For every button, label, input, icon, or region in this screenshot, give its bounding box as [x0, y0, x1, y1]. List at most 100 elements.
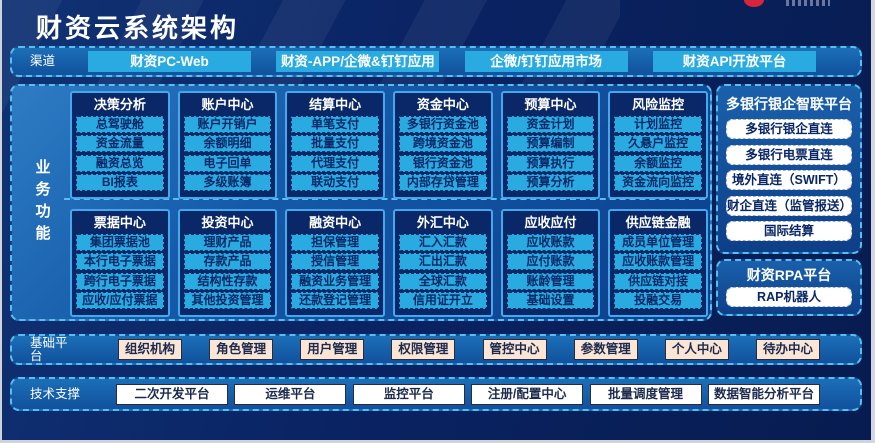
module-item: 代理支付 [291, 154, 379, 172]
base-platform-button: 用户管理 [300, 339, 365, 360]
module-item-list: 担保管理 授信管理 融资业务管理 还款登记管理 [291, 232, 379, 311]
module-item: 结构性存款 [183, 272, 272, 290]
module-item: 预算执行 [506, 154, 595, 172]
module-box: 外汇中心 汇入汇款 汇出汇款 全球汇款 信用证开立 [392, 209, 493, 317]
module-item-list: 多银行资金池 跨境资金池 银行资金池 内部存贷管理 [398, 114, 487, 193]
module-title: 外汇中心 [416, 215, 469, 230]
module-box: 预算中心 资金计划 预算编制 预算执行 预算分析 [500, 91, 601, 199]
module-item: 投融交易 [614, 291, 702, 309]
module-box: 账户中心 账户开销户 余额明细 电子回单 多级账簿 [177, 91, 278, 199]
module-item: 久悬户监控 [614, 135, 702, 153]
tech-support-row: 技术支撑 二次开发平台 运维平台 监控平台 注册/配置中心 批量调度管理 数据智能分析平台 [10, 377, 862, 411]
module-item: 总驾驶舱 [76, 116, 164, 134]
module-item: 联动支付 [291, 173, 379, 191]
bank-connect-item: 国际结算 [726, 221, 852, 242]
channels-label: 渠道 [30, 54, 56, 68]
module-item-list: 总驾驶舱 资金流量 融资总览 BI报表 [76, 114, 164, 193]
module-item: 担保管理 [291, 234, 379, 252]
module-item-list: 汇入汇款 汇出汇款 全球汇款 信用证开立 [398, 232, 487, 311]
module-item: 多银行资金池 [398, 116, 487, 134]
module-item-list: 集团票据池 本行电子票据 跨行电子票据 应收/应付票据 [76, 232, 164, 311]
module-item: 集团票据池 [76, 234, 164, 252]
channel-button: 财资-APP/企微&钉钉应用 [276, 51, 440, 72]
module-item: 预算编制 [506, 135, 595, 153]
module-item: 全球汇款 [398, 272, 487, 290]
module-item: 供应链对接 [614, 272, 702, 290]
module-item-list: 资金计划 预算编制 预算执行 预算分析 [506, 114, 595, 193]
channel-button: 企微/钉钉应用市场 [464, 51, 628, 72]
module-item-list: 账户开销户 余额明细 电子回单 多级账簿 [183, 114, 272, 193]
channel-button: 财资API开放平台 [652, 51, 816, 72]
base-platform-row: 基础平台 组织机构 角色管理 用户管理 权限管理 管控中心 参数管理 个人中心 待办中心 [10, 334, 862, 365]
module-item: 其他投资管理 [183, 291, 272, 309]
module-title: 风险监控 [632, 97, 685, 112]
module-item: 汇入汇款 [398, 234, 487, 252]
module-item: BI报表 [76, 173, 164, 191]
module-item-list: 应收账款 应付账款 账龄管理 基础设置 [506, 232, 595, 311]
module-item-list: 计划监控 久悬户监控 余额监控 资金流向监控 [614, 114, 702, 193]
tech-support-button-group: 二次开发平台 运维平台 监控平台 注册/配置中心 批量调度管理 数据智能分析平台 [116, 383, 820, 405]
tech-support-button: 运维平台 [234, 383, 347, 405]
module-item: 应付账款 [506, 253, 595, 271]
module-grid: 决策分析 总驾驶舱 资金流量 融资总览 BI报表 账户中心 账户开销户 余额明细 电子回单… [70, 91, 708, 317]
base-platform-button: 组织机构 [118, 339, 182, 360]
module-item: 单笔支付 [291, 116, 379, 134]
tech-support-button: 监控平台 [352, 383, 465, 405]
module-item: 账户开销户 [183, 116, 272, 134]
brand-logo-text-fragment [786, 0, 830, 6]
base-platform-button: 权限管理 [391, 339, 456, 360]
module-item: 汇出汇款 [398, 253, 487, 271]
bank-connect-item: 财企直连（监管报送） [726, 195, 852, 216]
bank-connect-platform-title: 多银行银企智联平台 [726, 95, 852, 112]
channels-row: 渠道 财资PC-Web 财资-APP/企微&钉钉应用 企微/钉钉应用市场 财资API开… [10, 46, 862, 77]
module-title: 账户中心 [201, 97, 254, 112]
module-title: 应收应付 [524, 215, 577, 230]
module-item: 批量支付 [291, 135, 379, 153]
module-title: 票据中心 [93, 215, 146, 230]
module-item: 理财产品 [183, 234, 272, 252]
module-title: 投资中心 [201, 215, 254, 230]
tech-support-button: 批量调度管理 [589, 383, 702, 405]
module-title: 资金中心 [416, 97, 469, 112]
module-item: 预算分析 [506, 173, 595, 191]
module-item: 本行电子票据 [76, 253, 164, 271]
business-functions-label: 业务功能 [33, 158, 51, 247]
module-box: 风险监控 计划监控 久悬户监控 余额监控 资金流向监控 [608, 91, 708, 199]
module-item: 基础设置 [506, 291, 595, 309]
tech-support-label: 技术支撑 [30, 386, 81, 401]
module-box: 资金中心 多银行资金池 跨境资金池 银行资金池 内部存贷管理 [392, 91, 493, 199]
page-title: 财资云系统架构 [36, 13, 240, 43]
base-platform-button: 管控中心 [482, 339, 547, 360]
module-item: 余额监控 [614, 154, 702, 172]
module-box: 融资中心 担保管理 授信管理 融资业务管理 还款登记管理 [285, 209, 385, 317]
module-title: 决策分析 [93, 97, 146, 112]
channels-button-group: 财资PC-Web 财资-APP/企微&钉钉应用 企微/钉钉应用市场 财资API开放平台 [88, 51, 816, 72]
module-item: 账龄管理 [506, 272, 595, 290]
module-box: 决策分析 总驾驶舱 资金流量 融资总览 BI报表 [70, 91, 170, 199]
business-functions-panel: 业务功能 决策分析 总驾驶舱 资金流量 融资总览 BI报表 账户中心 账户开销户 余额明… [10, 84, 712, 321]
window-border-left [0, 0, 2, 443]
module-item: 余额明细 [183, 135, 272, 153]
module-item: 应收账款 [506, 234, 595, 252]
module-item: 成员单位管理 [614, 234, 702, 252]
module-item: 资金流向监控 [614, 173, 702, 191]
base-platform-label: 基础平台 [30, 335, 68, 363]
channel-button: 财资PC-Web [88, 51, 251, 72]
module-title: 预算中心 [524, 97, 577, 112]
rpa-item: RAP机器人 [726, 287, 852, 307]
module-box: 应收应付 应收账款 应付账款 账龄管理 基础设置 [500, 209, 601, 317]
module-title: 结算中心 [309, 97, 362, 112]
module-item-list: 单笔支付 批量支付 代理支付 联动支付 [291, 114, 379, 193]
scrollbar[interactable] [871, 0, 875, 443]
module-box: 票据中心 集团票据池 本行电子票据 跨行电子票据 应收/应付票据 [70, 209, 170, 317]
module-title: 供应链金融 [625, 215, 691, 230]
bank-connect-item: 多银行电票直连 [726, 144, 852, 165]
base-platform-button: 个人中心 [664, 339, 729, 360]
module-item: 授信管理 [291, 253, 379, 271]
module-item-list: 理财产品 存款产品 结构性存款 其他投资管理 [183, 232, 272, 311]
module-item: 内部存贷管理 [398, 173, 487, 191]
base-platform-button: 角色管理 [209, 339, 274, 360]
brand-logo-icon [744, 0, 764, 7]
module-item: 应收/应付票据 [76, 291, 164, 309]
module-item: 融资业务管理 [291, 272, 379, 290]
